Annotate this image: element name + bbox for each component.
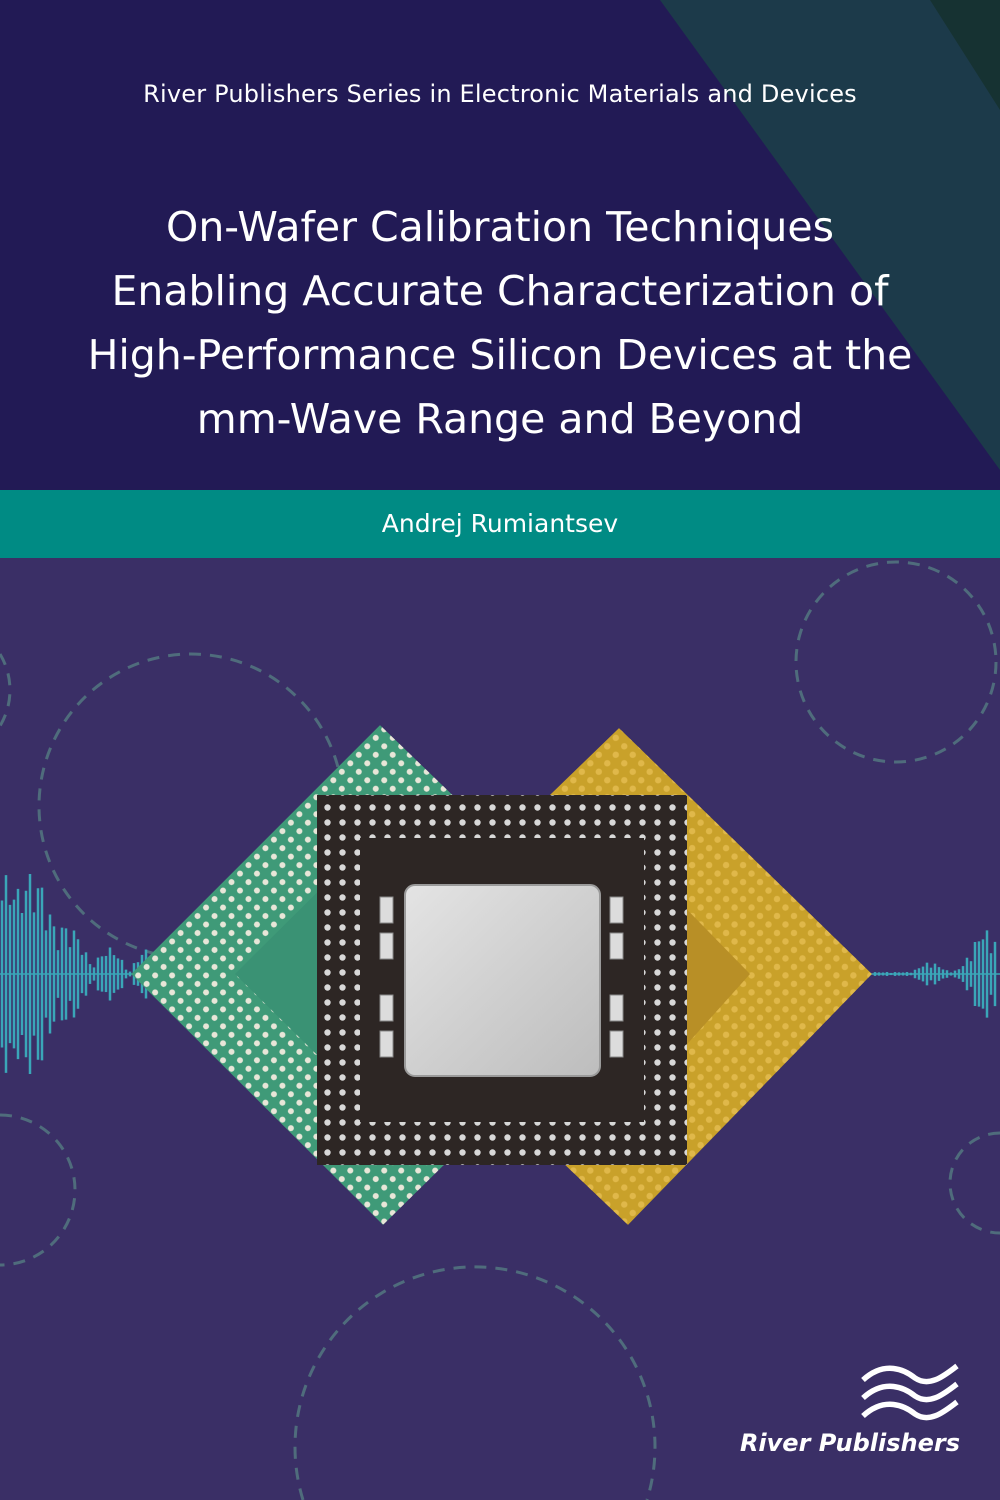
series-name: River Publishers Series in Electronic Ma… — [143, 80, 857, 108]
river-waves-icon — [861, 1363, 959, 1421]
author-band: Andrej Rumiantsev — [0, 490, 1000, 558]
corner-triangle-decoration — [660, 0, 1000, 470]
black-chip — [317, 795, 687, 1165]
cover-artwork — [0, 560, 1000, 1500]
title-line: High-Performance Silicon Devices at the — [87, 331, 913, 379]
title-line: Enabling Accurate Characterization of — [111, 267, 889, 315]
title-line: mm-Wave Range and Beyond — [196, 395, 804, 443]
title-panel: River Publishers Series in Electronic Ma… — [0, 0, 1000, 490]
heat-spreader — [404, 884, 601, 1077]
publisher-name: River Publishers — [739, 1429, 960, 1457]
book-title: On-Wafer Calibration Techniques Enabling… — [20, 195, 980, 451]
title-line: On-Wafer Calibration Techniques — [166, 203, 834, 251]
author-name: Andrej Rumiantsev — [381, 509, 619, 538]
waveform-decoration — [0, 874, 1000, 1074]
